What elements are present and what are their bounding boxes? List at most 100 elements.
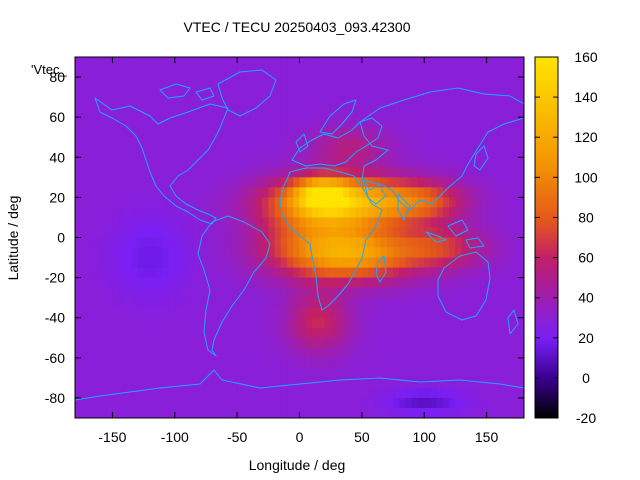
heatmap-cell [268,347,276,359]
heatmap-cell [81,237,89,249]
heatmap-cell [293,87,301,98]
heatmap-cell [517,357,524,369]
heatmap-cell [162,117,170,128]
heatmap-cell [81,97,89,108]
heatmap-cell [268,247,276,259]
heatmap-cell [81,157,89,168]
heatmap-cell [343,227,350,239]
heatmap-cell [393,317,400,329]
heatmap-cell [461,357,469,369]
heatmap-cell [492,347,500,359]
heatmap-cell [243,337,251,349]
heatmap-cell [230,147,238,158]
heatmap-cell [143,257,151,269]
heatmap-cell [417,157,425,168]
heatmap-cell [442,197,450,209]
heatmap-cell [505,237,513,249]
heatmap-cell [243,167,251,178]
heatmap-cell [218,87,226,98]
heatmap-cell [499,127,506,138]
heatmap-cell [436,207,444,219]
heatmap-cell [355,167,363,178]
heatmap-cell [187,147,195,158]
heatmap-cell [311,127,319,138]
heatmap-cell [374,127,382,138]
heatmap-cell [218,407,226,418]
heatmap-cell [131,117,138,128]
heatmap-cell [324,167,332,178]
heatmap-cell [255,347,263,359]
heatmap-cell [99,177,107,188]
heatmap-cell [193,157,201,168]
heatmap-cell [87,147,95,158]
heatmap-cell [149,137,157,148]
heatmap-cell [455,157,463,168]
heatmap-cell [293,407,301,418]
heatmap-cell [424,257,432,269]
heatmap-cell [212,407,220,418]
heatmap-cell [187,187,195,198]
heatmap-cell [449,217,457,229]
heatmap-cell [287,377,294,389]
heatmap-cell [87,357,95,369]
heatmap-cell [81,327,89,339]
heatmap-cell [280,297,288,309]
heatmap-cell [87,277,95,289]
heatmap-cell [181,67,188,78]
heatmap-cell [305,207,313,219]
heatmap-cell [224,367,232,379]
heatmap-cell [442,317,450,329]
heatmap-cell [324,287,332,299]
heatmap-cell [187,317,195,329]
heatmap-cell [156,247,163,259]
heatmap-cell [187,227,195,239]
heatmap-cell [124,247,132,259]
heatmap-cell [230,177,238,188]
heatmap-cell [386,307,394,319]
heatmap-cell [449,167,457,178]
heatmap-cell [386,277,394,289]
heatmap-cell [124,207,132,219]
heatmap-cell [467,397,475,409]
heatmap-cell [405,267,413,279]
heatmap-cell [393,247,400,259]
coastline-north-america [94,97,229,225]
heatmap-cell [455,407,463,418]
heatmap-cell [355,407,363,418]
heatmap-cell [124,367,132,379]
heatmap-cell [75,107,82,118]
heatmap-cell [293,307,301,319]
heatmap-cell [187,407,195,418]
heatmap-cell [205,327,213,339]
heatmap-cell [137,287,145,299]
heatmap-cell [411,57,419,68]
heatmap-cell [99,257,107,269]
colorbar-tick-label: 140 [574,89,598,105]
heatmap-cell [386,297,394,309]
heatmap-cell [305,407,313,418]
heatmap-cell [399,227,407,239]
heatmap-cell [311,87,319,98]
heatmap-cell [411,227,419,239]
heatmap-cell [405,297,413,309]
heatmap-cell [237,227,244,239]
heatmap-cell [474,237,481,249]
heatmap-cell [380,237,388,249]
heatmap-cell [442,167,450,178]
heatmap-cell [287,357,294,369]
heatmap-cell [393,207,400,219]
heatmap-cell [442,377,450,389]
heatmap-cell [467,117,475,128]
heatmap-cell [293,197,301,209]
heatmap-cell [455,257,463,269]
heatmap-cell [168,347,176,359]
heatmap-cell [343,377,350,389]
heatmap-cell [467,87,475,98]
heatmap-cell [349,227,357,239]
heatmap-cell [311,297,319,309]
heatmap-cell [75,227,82,239]
heatmap-cell [399,237,407,249]
heatmap-cell [224,287,232,299]
heatmap-cell [511,157,519,168]
y-axis-label: Latitude / deg [5,196,21,281]
